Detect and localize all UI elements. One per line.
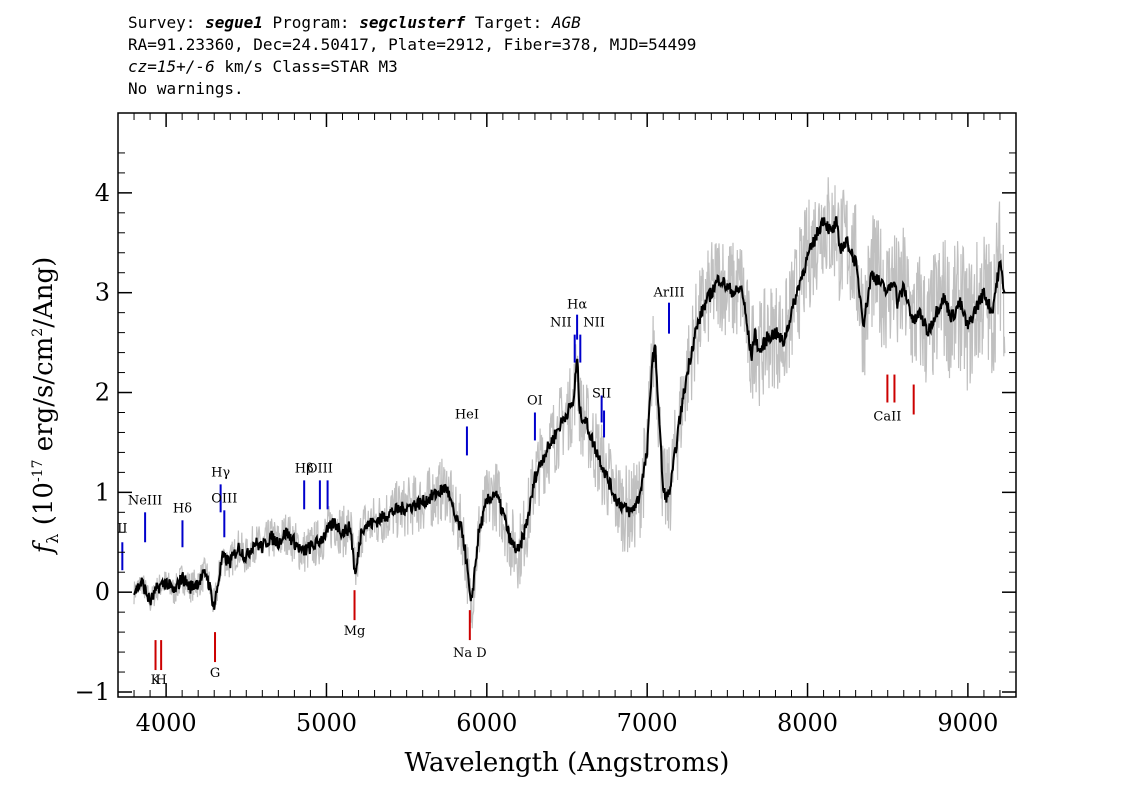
- header-line-2: RA=91.23360, Dec=24.50417, Plate=2912, F…: [128, 35, 697, 54]
- header-line-3: cz=15+/-6 km/s Class=STAR M3: [128, 56, 696, 78]
- line-marker-label-15: ArIII: [652, 286, 684, 301]
- target-value: AGB: [551, 13, 581, 32]
- x-tick-label-4: 8000: [777, 709, 838, 737]
- line-marker-label-12: NII: [583, 316, 605, 331]
- x-tick-label-0: 4000: [136, 709, 197, 737]
- axis-ticks: 4000 5000 6000 7000 8000 9000 −1 0 1 2 3 4: [75, 113, 1017, 737]
- y-tick-label-2: 1: [95, 478, 110, 506]
- line-markers: NeIIIIIHδHγOIIIHβOIIIHeIOINIIHαNIISIIArI…: [117, 286, 915, 688]
- header-line-4: No warnings.: [128, 79, 244, 98]
- flux-series-line: [133, 216, 1006, 610]
- x-axis-label: Wavelength (Angstroms): [405, 748, 730, 778]
- class-text: km/s Class=STAR M3: [214, 57, 398, 76]
- line-marker-label-21: CaII: [873, 409, 901, 424]
- line-marker-label-20: Na D: [453, 646, 487, 661]
- line-marker-label-19: Mg: [344, 624, 366, 639]
- line-marker-label-18: G: [210, 666, 220, 681]
- line-marker-label-17: H: [155, 673, 166, 688]
- line-marker-label-4: OIII: [211, 491, 237, 506]
- line-marker-label-13: SII: [592, 387, 611, 402]
- series-layer: [133, 216, 1006, 610]
- line-marker-label-1: II: [117, 521, 127, 536]
- y-tick-label-5: 4: [95, 179, 110, 207]
- y-tick-label-0: −1: [75, 678, 110, 706]
- x-tick-label-2: 6000: [456, 709, 517, 737]
- redshift-value: cz=15+/-6: [128, 57, 215, 76]
- line-marker-label-10: NII: [550, 316, 572, 331]
- line-marker-label-5: Hβ: [295, 461, 314, 476]
- line-marker-label-2: Hδ: [173, 501, 192, 516]
- line-marker-label-0: NeIII: [128, 493, 162, 508]
- x-tick-label-3: 7000: [617, 709, 678, 737]
- line-marker-label-8: HeI: [455, 407, 479, 422]
- survey-value: segue1: [205, 13, 263, 32]
- program-prefix: Program:: [262, 13, 360, 32]
- target-prefix: Target:: [465, 13, 552, 32]
- line-marker-label-11: Hα: [567, 298, 587, 313]
- line-marker-label-3: Hγ: [211, 465, 230, 480]
- x-tick-label-1: 5000: [296, 709, 357, 737]
- flux-error-band: [133, 177, 1006, 629]
- line-marker-label-16: K: [151, 673, 161, 688]
- header-line-1: Survey: segue1 Program: segclusterf Targ…: [128, 12, 696, 34]
- line-marker-label-9: OI: [527, 394, 543, 409]
- flux-noise: [133, 177, 1006, 629]
- y-tick-label-3: 2: [95, 379, 110, 407]
- y-axis-label: fλ (10-17 erg/s/cm2/Ang): [29, 257, 62, 556]
- x-tick-label-5: 9000: [937, 709, 998, 737]
- survey-prefix: Survey:: [128, 13, 206, 32]
- spectrum-header: Survey: segue1 Program: segclusterf Targ…: [128, 12, 696, 100]
- program-value: segclusterf: [359, 13, 466, 32]
- y-tick-label-4: 3: [95, 279, 110, 307]
- y-tick-label-1: 0: [95, 578, 110, 606]
- line-marker-label-6: OIII: [307, 461, 333, 476]
